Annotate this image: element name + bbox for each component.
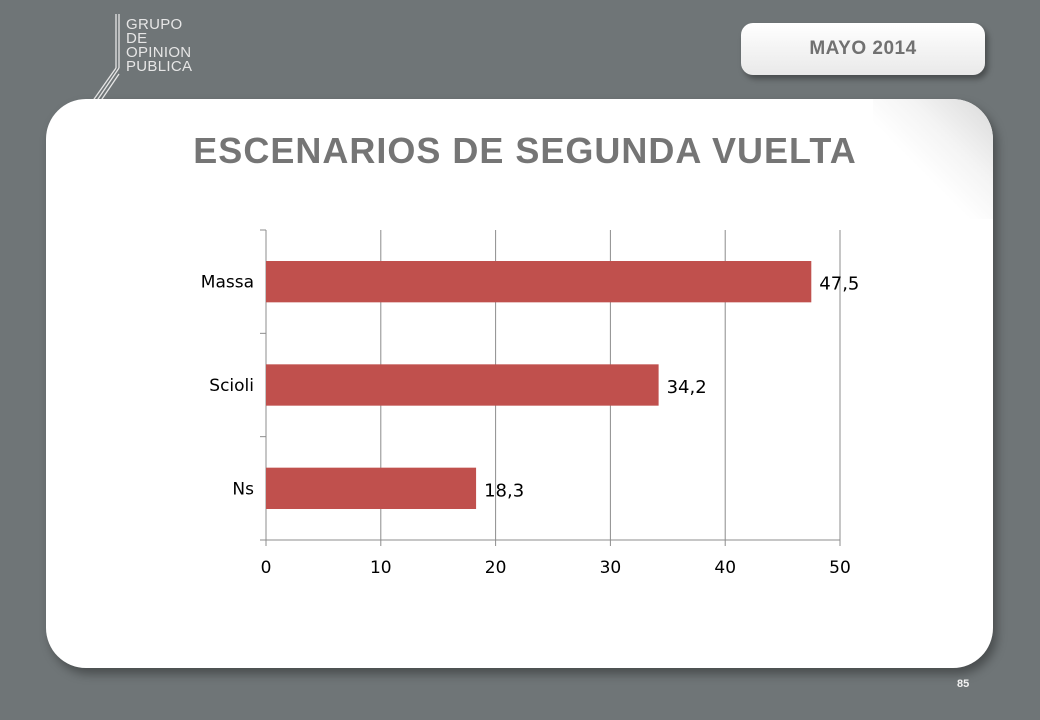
value-label: 34,2 bbox=[667, 377, 707, 398]
x-tick-label: 10 bbox=[370, 558, 392, 578]
logo-line: DE bbox=[126, 30, 148, 47]
x-tick-label: 20 bbox=[485, 558, 507, 578]
x-tick-label: 40 bbox=[714, 558, 736, 578]
bar bbox=[266, 261, 812, 303]
logo-line: PUBLICA bbox=[126, 58, 193, 75]
date-badge: MAYO 2014 bbox=[741, 23, 985, 75]
logo: GRUPO DE OPINION PUBLICA bbox=[86, 10, 236, 110]
page-curl bbox=[873, 99, 993, 219]
page-number: 85 bbox=[957, 678, 970, 690]
logo-line: GRUPO bbox=[126, 16, 183, 33]
logo-line: OPINION bbox=[126, 44, 192, 61]
slide-card bbox=[46, 99, 993, 668]
logo-text: GRUPO DE OPINION PUBLICA bbox=[126, 16, 193, 75]
value-label: 18,3 bbox=[484, 480, 524, 501]
x-tick-label: 50 bbox=[829, 558, 851, 578]
category-label: Scioli bbox=[209, 376, 254, 396]
category-label: Massa bbox=[201, 273, 254, 293]
logo-mark-icon bbox=[91, 14, 120, 103]
slide-title: ESCENARIOS DE SEGUNDA VUELTA bbox=[193, 130, 857, 171]
value-label: 47,5 bbox=[819, 274, 859, 295]
date-label: MAYO 2014 bbox=[809, 38, 917, 59]
x-tick-label: 0 bbox=[261, 558, 272, 578]
x-tick-label: 30 bbox=[600, 558, 622, 578]
bar bbox=[266, 364, 659, 406]
bar bbox=[266, 467, 477, 509]
bar-chart: 0 10 20 30 40 50 Massa 47,5 Scioli 34,2 Ns 18,3 bbox=[201, 229, 859, 578]
category-label: Ns bbox=[232, 479, 254, 499]
